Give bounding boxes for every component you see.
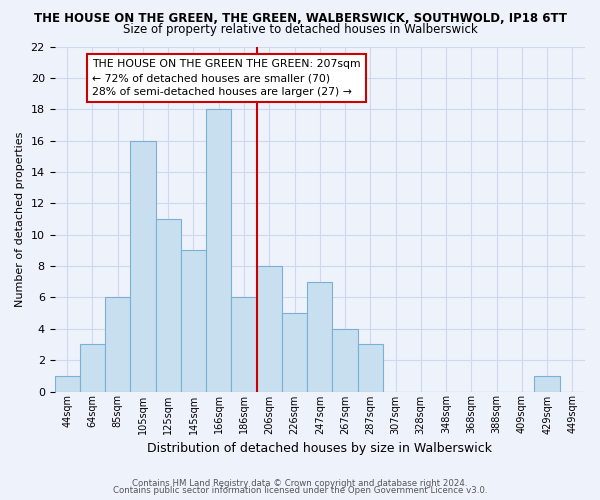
- Bar: [232, 298, 257, 392]
- Bar: [282, 313, 307, 392]
- Bar: [535, 376, 560, 392]
- Bar: [55, 376, 80, 392]
- Bar: [332, 329, 358, 392]
- Bar: [181, 250, 206, 392]
- Text: Contains HM Land Registry data © Crown copyright and database right 2024.: Contains HM Land Registry data © Crown c…: [132, 478, 468, 488]
- Text: Size of property relative to detached houses in Walberswick: Size of property relative to detached ho…: [122, 22, 478, 36]
- Text: THE HOUSE ON THE GREEN THE GREEN: 207sqm
← 72% of detached houses are smaller (7: THE HOUSE ON THE GREEN THE GREEN: 207sqm…: [92, 59, 361, 97]
- Bar: [105, 298, 130, 392]
- Bar: [80, 344, 105, 392]
- Bar: [130, 140, 155, 392]
- Bar: [206, 109, 232, 392]
- Bar: [257, 266, 282, 392]
- Bar: [358, 344, 383, 392]
- Text: Contains public sector information licensed under the Open Government Licence v3: Contains public sector information licen…: [113, 486, 487, 495]
- X-axis label: Distribution of detached houses by size in Walberswick: Distribution of detached houses by size …: [147, 442, 492, 455]
- Text: THE HOUSE ON THE GREEN, THE GREEN, WALBERSWICK, SOUTHWOLD, IP18 6TT: THE HOUSE ON THE GREEN, THE GREEN, WALBE…: [34, 12, 566, 26]
- Bar: [307, 282, 332, 392]
- Y-axis label: Number of detached properties: Number of detached properties: [15, 132, 25, 306]
- Bar: [155, 219, 181, 392]
